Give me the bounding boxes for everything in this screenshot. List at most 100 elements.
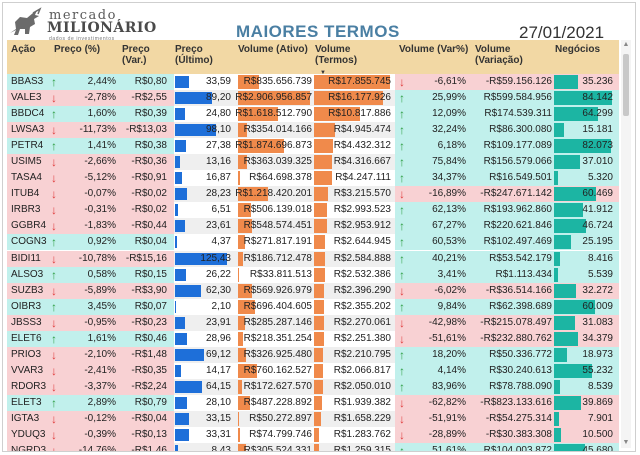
preco-ultimo-bar bbox=[175, 92, 212, 105]
table-row[interactable]: JBSS3 ↓ -0,95% -R$0,23 23,91 R$285.287.146 R$2… bbox=[7, 314, 619, 331]
volume-termos: R$2.584.888 bbox=[333, 252, 391, 264]
table-row[interactable]: RDOR3 ↓ -3,37% -R$2,24 64,15 R$172.627.570 R$2… bbox=[7, 378, 619, 395]
ticker[interactable]: SUZB3 bbox=[11, 284, 44, 296]
ticker[interactable]: GGBR4 bbox=[11, 220, 47, 232]
header-negocios[interactable]: Negócios bbox=[555, 44, 601, 55]
ticker[interactable]: IGTA3 bbox=[11, 412, 40, 424]
arrow-down-icon: ↓ bbox=[399, 187, 405, 202]
preco-ultimo-bar bbox=[175, 412, 189, 425]
ticker[interactable]: ELET6 bbox=[11, 332, 42, 344]
ticker[interactable]: USIM5 bbox=[11, 156, 42, 168]
ticker[interactable]: PETR4 bbox=[11, 140, 44, 152]
table-row[interactable]: YDUQ3 ↓ -0,39% -R$0,13 33,31 R$74.799.746 R$1.… bbox=[7, 427, 619, 444]
table-row[interactable]: LWSA3 ↓ -11,73% -R$13,03 98,10 R$354.014.166 R… bbox=[7, 122, 619, 139]
preco-var: -R$0,23 bbox=[131, 316, 167, 328]
table-row[interactable]: IGTA3 ↓ -0,12% -R$0,04 33,15 R$50.272.897 R$1.… bbox=[7, 410, 619, 428]
row-price-bg bbox=[7, 90, 174, 107]
header-preco-ultimo[interactable]: Preço (Último) bbox=[175, 44, 213, 66]
row-price-bg bbox=[7, 218, 174, 235]
table-row[interactable]: OIBR3 ↑ 3,45% R$0,07 2,10 R$696.404.605 R$2.35… bbox=[7, 298, 619, 315]
table-row[interactable]: ITUB4 ↓ -0,07% -R$0,02 28,23 R$1.218.420.201 R… bbox=[7, 186, 619, 203]
table-row[interactable]: IRBR3 ↓ -0,31% -R$0,02 6,51 R$506.139.018 R$2.… bbox=[7, 202, 619, 219]
table-row[interactable]: PRIO3 ↓ -2,10% -R$1,48 69,12 R$326.925.480 R$2… bbox=[7, 346, 619, 363]
volume-termos-bar bbox=[314, 107, 361, 122]
ticker[interactable]: VVAR3 bbox=[11, 364, 44, 376]
table-row[interactable]: BBDC4 ↑ 1,60% R$0,39 24,80 R$1.618.512.790 R$1… bbox=[7, 106, 619, 123]
vertical-scrollbar[interactable]: ▲ ▼ bbox=[621, 40, 631, 448]
table-row[interactable]: TASA4 ↓ -5,12% -R$0,91 16,87 R$64.698.378 R$4.… bbox=[7, 170, 619, 187]
ticker[interactable]: RDOR3 bbox=[11, 380, 47, 392]
scroll-down-icon[interactable]: ▼ bbox=[622, 439, 630, 446]
ticker[interactable]: TASA4 bbox=[11, 172, 42, 184]
header-volume-variacao[interactable]: Volume (Variação) bbox=[475, 44, 523, 66]
preco-var: -R$0,91 bbox=[131, 172, 167, 184]
volume-varpct: 4,14% bbox=[437, 364, 466, 376]
volume-variacao: -R$36.514.166 bbox=[485, 284, 552, 296]
header-volume-ativo[interactable]: Volume (Ativo) bbox=[238, 44, 308, 55]
header-preco-pct[interactable]: Preço (%) bbox=[54, 44, 101, 55]
volume-termos: R$1.259.315 bbox=[333, 445, 391, 452]
ticker[interactable]: LWSA3 bbox=[11, 124, 45, 136]
row-price-bg bbox=[7, 298, 174, 315]
ticker[interactable]: ITUB4 bbox=[11, 188, 40, 200]
ticker[interactable]: IRBR3 bbox=[11, 204, 41, 216]
volume-ativo-bar bbox=[238, 299, 256, 314]
ticker[interactable]: BBAS3 bbox=[11, 76, 44, 87]
ticker[interactable]: BBDC4 bbox=[11, 108, 45, 120]
volume-varpct: 6,18% bbox=[437, 140, 466, 152]
volume-ativo-bar bbox=[238, 139, 285, 154]
ticker[interactable]: ELET3 bbox=[11, 396, 42, 408]
volume-variacao: -R$823.133.616 bbox=[480, 396, 552, 408]
table-row[interactable]: BBAS3 ↑ 2,44% R$0,80 33,59 R$835.656.739 R$17.… bbox=[7, 74, 619, 91]
preco-var: R$0,15 bbox=[134, 268, 167, 280]
ticker[interactable]: PRIO3 bbox=[11, 348, 42, 360]
header-volume-termos[interactable]: Volume (Termos) bbox=[315, 44, 358, 66]
header-preco-var[interactable]: Preço (Var.) bbox=[122, 44, 150, 66]
ticker[interactable]: BIDI11 bbox=[11, 252, 41, 264]
negocios: 55.232 bbox=[582, 364, 613, 376]
header-volume-varpct[interactable]: Volume (Var%) bbox=[399, 44, 469, 55]
ticker[interactable]: OIBR3 bbox=[11, 300, 42, 312]
volume-varpct: 67,27% bbox=[432, 220, 466, 232]
negocios-bar bbox=[554, 379, 560, 394]
table-row[interactable]: SUZB3 ↓ -5,89% -R$3,90 62,30 R$569.926.979 R$2… bbox=[7, 282, 619, 299]
preco-pct: -0,12% bbox=[84, 412, 116, 424]
volume-varpct: -62,82% bbox=[428, 396, 466, 408]
ticker[interactable]: COGN3 bbox=[11, 236, 47, 248]
table-row[interactable]: NGRD3 ↓ -14,76% -R$1,46 8,43 R$305.524.331 R$1… bbox=[7, 443, 619, 452]
ticker[interactable]: JBSS3 bbox=[11, 316, 42, 328]
table-row[interactable]: VVAR3 ↓ -2,41% -R$0,35 14,17 R$760.162.527 R$2… bbox=[7, 362, 619, 379]
volume-termos-bar bbox=[314, 251, 325, 266]
scroll-up-icon[interactable]: ▲ bbox=[622, 41, 630, 48]
scroll-thumb[interactable] bbox=[623, 54, 629, 116]
arrow-down-icon: ↓ bbox=[51, 219, 57, 234]
table-row[interactable]: ELET3 ↑ 2,89% R$0,79 28,10 R$487.228.892 R$1.9… bbox=[7, 394, 619, 411]
table-row[interactable]: VALE3 ↓ -2,78% -R$2,55 89,20 R$2.906.956.857 R… bbox=[7, 90, 619, 107]
preco-ultimo-bar bbox=[175, 220, 185, 233]
row-price-bg bbox=[7, 122, 174, 139]
volume-variacao: R$78.788.090 bbox=[489, 380, 552, 392]
ticker[interactable]: YDUQ3 bbox=[11, 429, 46, 441]
volume-varpct: -51,61% bbox=[428, 332, 466, 344]
table-row[interactable]: COGN3 ↑ 0,92% R$0,04 4,37 R$271.817.191 R$2.64… bbox=[7, 234, 619, 251]
volume-varpct: -51,91% bbox=[428, 412, 466, 424]
table-row[interactable]: PETR4 ↑ 1,41% R$0,38 27,38 R$1.874.696.873 R$4… bbox=[7, 138, 619, 155]
header-acao[interactable]: Ação bbox=[11, 44, 36, 55]
preco-var: R$0,38 bbox=[134, 140, 167, 152]
preco-var: -R$2,55 bbox=[131, 92, 167, 104]
table-row[interactable]: GGBR4 ↓ -1,83% -R$0,44 23,61 R$548.574.451 R$2… bbox=[7, 218, 619, 235]
table-row[interactable]: ALSO3 ↑ 0,58% R$0,15 26,22 R$33.811.513 R$2.53… bbox=[7, 266, 619, 283]
table-row[interactable]: ELET6 ↑ 1,61% R$0,46 28,96 R$218.351.254 R$2.2… bbox=[7, 330, 619, 347]
negocios: 37.010 bbox=[582, 156, 613, 168]
arrow-up-icon: ↑ bbox=[399, 155, 405, 170]
table-row[interactable]: BIDI11 ↓ -10,78% -R$15,16 125,43 R$186.712.47… bbox=[7, 250, 619, 267]
arrow-up-icon: ↑ bbox=[399, 347, 405, 362]
ticker[interactable]: VALE3 bbox=[11, 92, 42, 104]
table-row[interactable]: USIM5 ↓ -2,66% -R$0,36 13,16 R$363.039.325 R$4… bbox=[7, 154, 619, 171]
arrow-down-icon: ↓ bbox=[399, 428, 405, 443]
volume-ativo-bar bbox=[238, 91, 310, 106]
preco-ultimo: 62,30 bbox=[205, 284, 231, 296]
ticker[interactable]: NGRD3 bbox=[11, 445, 47, 452]
arrow-down-icon: ↓ bbox=[399, 331, 405, 346]
ticker[interactable]: ALSO3 bbox=[11, 268, 44, 280]
